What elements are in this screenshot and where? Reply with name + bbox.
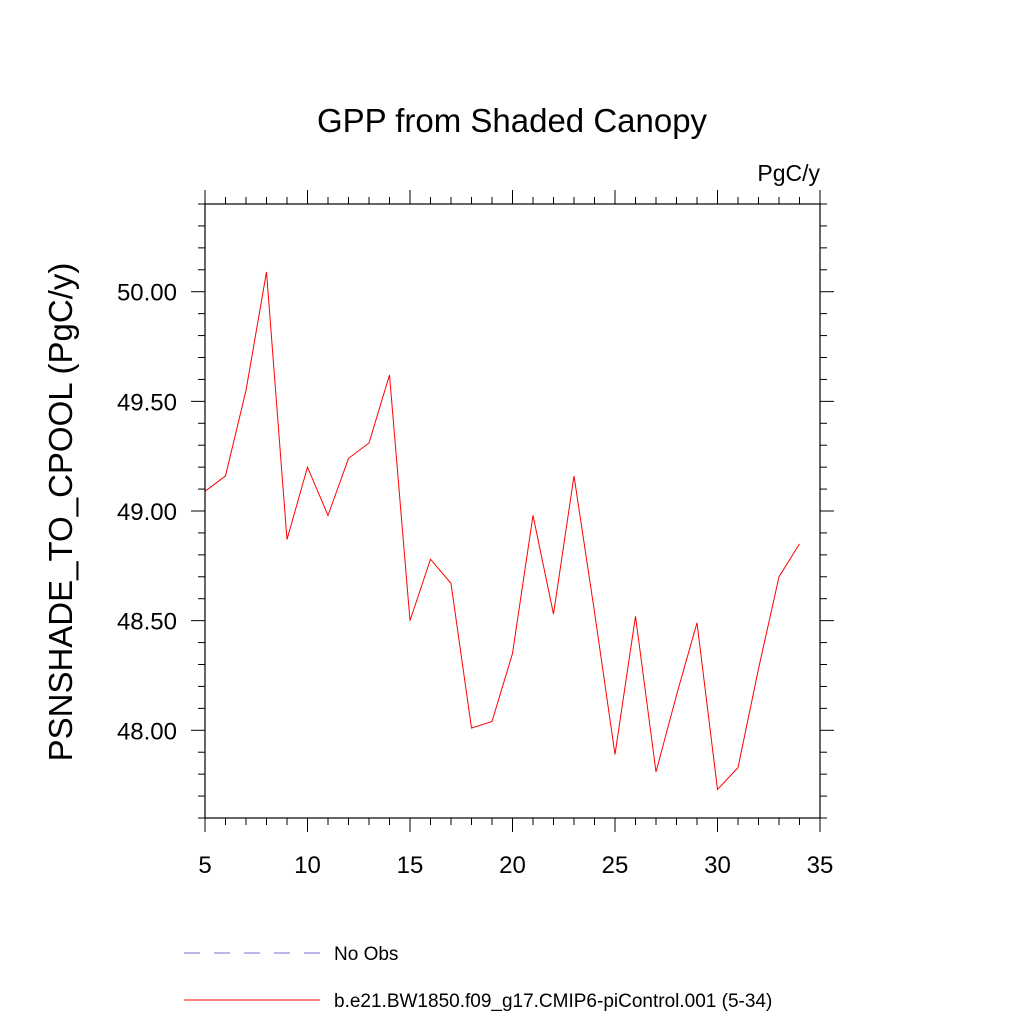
- y-tick-label: 49.00: [117, 499, 177, 526]
- legend-label-1: b.e21.BW1850.f09_g17.CMIP6-piControl.001…: [334, 991, 772, 1012]
- y-tick-label: 49.50: [117, 389, 177, 416]
- y-axis-label: PSNSHADE_TO_CPOOL (PgC/y): [42, 263, 79, 762]
- plot-lines: [204, 271, 800, 791]
- y-tick-label: 50.00: [117, 280, 177, 307]
- axis-ticks: [191, 190, 834, 832]
- x-tick-label: 35: [807, 852, 834, 879]
- x-tick-label: 15: [397, 852, 424, 879]
- plot-frame: [204, 203, 821, 819]
- series-line-1: [204, 271, 800, 791]
- legend: No Obs b.e21.BW1850.f09_g17.CMIP6-piContr…: [184, 944, 772, 1012]
- y-tick-label: 48.00: [117, 718, 177, 745]
- x-tick-label: 25: [602, 852, 629, 879]
- legend-label-0: No Obs: [334, 944, 398, 965]
- chart-title: GPP from Shaded Canopy: [317, 102, 708, 139]
- units-label: PgC/y: [757, 160, 820, 186]
- x-tick-label: 30: [704, 852, 731, 879]
- tick-labels: 5 10 15 20 25 30 35 48.00 48.50 49.00 49.50 50.00: [117, 280, 833, 879]
- x-tick-label: 10: [294, 852, 321, 879]
- y-tick-label: 48.50: [117, 609, 177, 636]
- x-tick-label: 5: [198, 852, 211, 879]
- x-tick-label: 20: [499, 852, 526, 879]
